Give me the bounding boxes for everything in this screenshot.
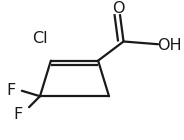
Text: OH: OH: [157, 38, 181, 53]
Text: O: O: [112, 1, 124, 16]
Text: F: F: [6, 83, 15, 98]
Text: Cl: Cl: [32, 31, 48, 46]
Text: F: F: [14, 107, 23, 122]
